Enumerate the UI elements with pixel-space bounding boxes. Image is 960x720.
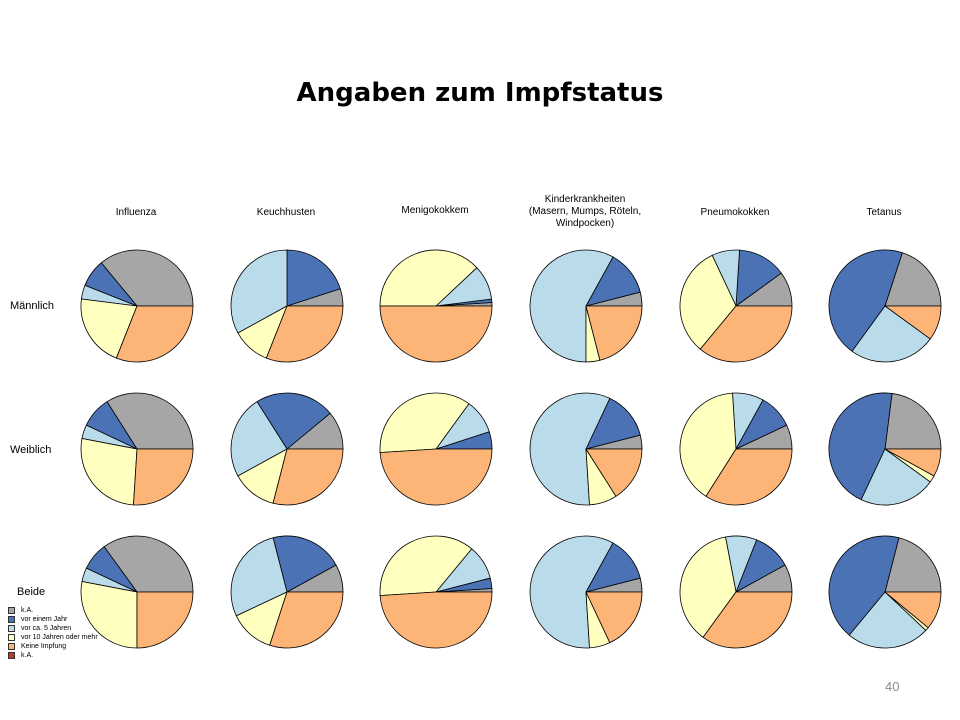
pie: [679, 535, 793, 649]
column-header-keuchhusten: Keuchhusten: [256, 207, 316, 218]
pie-slice: [883, 591, 942, 629]
pie-slice: [679, 536, 737, 638]
pie-slice: [133, 448, 194, 506]
legend: k.A. vor einem Jahr vor ca. 5 Jahren vor…: [8, 606, 98, 660]
pie-slice: [136, 591, 194, 649]
pie-slice: [848, 591, 927, 649]
pie: [529, 249, 643, 363]
pie-slice: [679, 254, 737, 350]
legend-swatch: [8, 643, 15, 650]
pie: [230, 535, 344, 649]
pie: [529, 392, 643, 506]
pie: [679, 392, 793, 506]
pie-slice: [529, 535, 614, 649]
legend-swatch: [8, 625, 15, 632]
legend-item: vor 10 Jahren oder mehr: [8, 633, 98, 642]
pie-slice: [884, 392, 942, 450]
pie-slice: [705, 448, 793, 506]
pie: [379, 535, 493, 649]
legend-label: vor einem Jahr: [21, 616, 68, 623]
pie: [379, 249, 493, 363]
pie-slice: [379, 591, 493, 649]
pie-slice: [379, 305, 493, 363]
pie-slice: [265, 305, 344, 363]
legend-label: vor 10 Jahren oder mehr: [21, 634, 98, 641]
legend-item: vor ca. 5 Jahren: [8, 624, 98, 633]
pie-slice: [860, 448, 931, 506]
pie-slice: [883, 305, 942, 340]
pie-slice: [230, 401, 288, 477]
legend-label: k.A.: [21, 652, 34, 659]
pie-slice: [379, 535, 473, 596]
page-number: 40: [885, 679, 900, 694]
legend-item: Keine Impfung: [8, 642, 98, 651]
pie-slice: [379, 448, 493, 506]
pie-slice: [585, 591, 643, 644]
pie: [230, 392, 344, 506]
pie-slice: [80, 438, 138, 506]
pie-slice: [585, 305, 643, 361]
column-header-kinderkrankheiten: Kinderkrankheiten (Masern, Mumps, Röteln…: [528, 194, 642, 229]
pie-slice: [529, 249, 614, 363]
pie-slice: [80, 581, 138, 649]
page-title: Angaben zum Impfstatus: [296, 78, 664, 108]
row-label-beide: Beide: [17, 586, 46, 598]
pie-slice: [230, 537, 288, 617]
pie-slice: [529, 392, 611, 506]
legend-item: k.A.: [8, 651, 98, 660]
pie: [80, 535, 194, 649]
legend-label: Keine Impfung: [21, 643, 67, 650]
pie: [230, 249, 344, 363]
pie-slice: [256, 392, 331, 450]
pie-slice: [828, 392, 893, 501]
column-header-pneumokokken: Pneumokokken: [700, 207, 770, 218]
pie: [529, 535, 643, 649]
pie-slice: [379, 249, 478, 307]
pie-slice: [286, 249, 341, 307]
row-label-maennlich: Männlich: [10, 300, 55, 312]
pie-slice: [100, 249, 194, 307]
legend-swatch: [8, 607, 15, 614]
pie-slice: [272, 448, 344, 506]
row-label-weiblich: Weiblich: [10, 444, 52, 456]
legend-label: k.A.: [21, 607, 34, 614]
pie-slice: [851, 305, 931, 363]
legend-item: k.A.: [8, 606, 98, 615]
column-header-tetanus: Tetanus: [866, 207, 902, 218]
legend-item: vor einem Jahr: [8, 615, 98, 624]
pie-slice: [115, 305, 194, 363]
legend-swatch: [8, 652, 15, 659]
pie: [379, 392, 493, 506]
pie-slice: [702, 591, 793, 649]
pie-slice: [379, 392, 470, 453]
column-header-menigokokkem: Menigokokkem: [401, 205, 469, 216]
legend-label: vor ca. 5 Jahren: [21, 625, 72, 632]
pie-slice: [828, 249, 903, 352]
pie: [828, 249, 942, 363]
pie-slice: [269, 591, 344, 649]
column-header-influenza: Influenza: [115, 207, 157, 218]
pie-slice: [230, 249, 288, 334]
legend-swatch: [8, 634, 15, 641]
pie-slice: [828, 535, 900, 636]
pie-slice: [884, 537, 942, 593]
pie-slice: [699, 305, 793, 363]
pie: [679, 249, 793, 363]
pie-slice: [884, 252, 942, 307]
pie-slice: [103, 535, 194, 593]
pie: [80, 249, 194, 363]
legend-swatch: [8, 616, 15, 623]
pie: [828, 392, 942, 506]
pie: [828, 535, 942, 649]
pie-slice: [585, 448, 643, 497]
pie-slice: [884, 448, 942, 477]
pie: [80, 392, 194, 506]
pie-slice: [80, 298, 138, 359]
pie-slice: [272, 535, 337, 593]
